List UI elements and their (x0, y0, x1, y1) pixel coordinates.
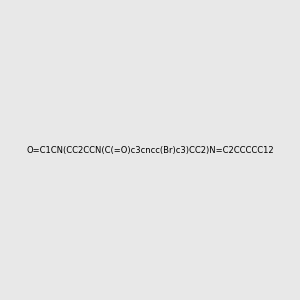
Text: O=C1CN(CC2CCN(C(=O)c3cncc(Br)c3)CC2)N=C2CCCCC12: O=C1CN(CC2CCN(C(=O)c3cncc(Br)c3)CC2)N=C2… (26, 146, 274, 154)
